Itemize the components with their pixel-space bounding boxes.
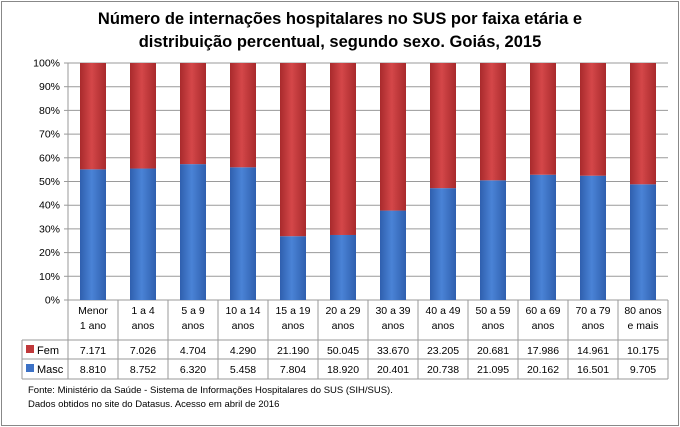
bar-fem — [130, 63, 156, 169]
legend-key-masc — [26, 364, 34, 372]
bar-masc — [330, 234, 356, 300]
y-tick-label: 90% — [39, 81, 60, 93]
masc-value: 5.458 — [230, 364, 256, 376]
category-label: 30 a 39 — [375, 305, 410, 317]
y-tick-label: 60% — [39, 152, 60, 164]
title-line-2: distribuição percentual, segundo sexo. G… — [138, 33, 542, 51]
masc-value: 20.738 — [427, 364, 459, 376]
category-label: 5 a 9 — [181, 305, 205, 317]
fem-value: 50.045 — [327, 345, 359, 357]
bar-masc — [80, 169, 106, 300]
bar-fem — [530, 63, 556, 175]
category-label: anos — [282, 320, 305, 332]
legend-label-masc: Masc — [37, 364, 64, 376]
source-line-1: Fonte: Ministério da Saúde - Sistema de … — [28, 385, 393, 396]
y-tick-label: 70% — [39, 129, 60, 141]
title-line-1: Número de internações hospitalares no SU… — [97, 10, 583, 28]
fem-value: 4.704 — [180, 345, 206, 357]
category-label: 40 a 49 — [425, 305, 460, 317]
fem-value: 17.986 — [527, 345, 559, 357]
chart-title: Número de internações hospitalares no SU… — [0, 8, 680, 54]
bar-masc — [380, 210, 406, 300]
masc-value: 20.401 — [377, 364, 409, 376]
category-label: 50 a 59 — [475, 305, 510, 317]
source-note: Fonte: Ministério da Saúde - Sistema de … — [28, 384, 393, 412]
bar-fem — [580, 63, 606, 176]
category-label: e mais — [628, 320, 659, 332]
category-label: 10 a 14 — [225, 305, 260, 317]
bar-masc — [180, 164, 206, 300]
bar-fem — [80, 63, 106, 170]
fem-value: 4.290 — [230, 345, 256, 357]
fem-value: 7.026 — [130, 345, 156, 357]
legend-key-fem — [26, 345, 34, 353]
bar-fem — [230, 63, 256, 168]
category-label: anos — [582, 320, 605, 332]
bar-fem — [180, 63, 206, 165]
y-tick-label: 40% — [39, 200, 60, 212]
y-tick-label: 20% — [39, 247, 60, 259]
masc-value: 8.810 — [80, 364, 106, 376]
bar-fem — [430, 63, 456, 189]
bar-fem — [630, 63, 656, 185]
masc-value: 18.920 — [327, 364, 359, 376]
bar-masc — [630, 184, 656, 300]
category-label: anos — [182, 320, 205, 332]
y-tick-label: 50% — [39, 176, 60, 188]
masc-value: 8.752 — [130, 364, 156, 376]
bar-masc — [530, 174, 556, 300]
category-label: Menor — [78, 305, 108, 317]
legend-label-fem: Fem — [37, 345, 59, 357]
fem-value: 21.190 — [277, 345, 309, 357]
bar-masc — [580, 175, 606, 300]
bar-fem — [380, 63, 406, 211]
category-label: anos — [232, 320, 255, 332]
category-label: anos — [382, 320, 405, 332]
category-label: 20 a 29 — [325, 305, 360, 317]
category-label: 15 a 19 — [275, 305, 310, 317]
fem-value: 33.670 — [377, 345, 409, 357]
masc-value: 9.705 — [630, 364, 656, 376]
category-label: anos — [432, 320, 455, 332]
fem-value: 20.681 — [477, 345, 509, 357]
bar-masc — [480, 180, 506, 300]
masc-value: 16.501 — [577, 364, 609, 376]
bar-masc — [430, 188, 456, 300]
bar-fem — [480, 63, 506, 181]
category-label: 60 a 69 — [525, 305, 560, 317]
bar-fem — [330, 63, 356, 235]
category-label: 70 a 79 — [575, 305, 610, 317]
bar-masc — [280, 236, 306, 300]
masc-value: 21.095 — [477, 364, 509, 376]
fem-value: 7.171 — [80, 345, 106, 357]
bar-masc — [130, 168, 156, 300]
fem-value: 10.175 — [627, 345, 659, 357]
y-tick-label: 80% — [39, 105, 60, 117]
fem-value: 23.205 — [427, 345, 459, 357]
masc-value: 6.320 — [180, 364, 206, 376]
category-label: anos — [132, 320, 155, 332]
y-tick-label: 100% — [33, 58, 60, 70]
masc-value: 20.162 — [527, 364, 559, 376]
category-label: anos — [332, 320, 355, 332]
bar-fem — [280, 63, 306, 237]
y-tick-label: 0% — [45, 295, 60, 307]
y-tick-label: 30% — [39, 223, 60, 235]
source-line-2: Dados obtidos no site do Datasus. Acesso… — [28, 399, 280, 410]
fem-value: 14.961 — [577, 345, 609, 357]
y-tick-label: 10% — [39, 271, 60, 283]
category-label: 1 a 4 — [131, 305, 155, 317]
category-label: anos — [482, 320, 505, 332]
bar-masc — [230, 167, 256, 300]
category-label: 1 ano — [80, 320, 106, 332]
masc-value: 7.804 — [280, 364, 306, 376]
category-label: 80 anos — [624, 305, 661, 317]
category-label: anos — [532, 320, 555, 332]
